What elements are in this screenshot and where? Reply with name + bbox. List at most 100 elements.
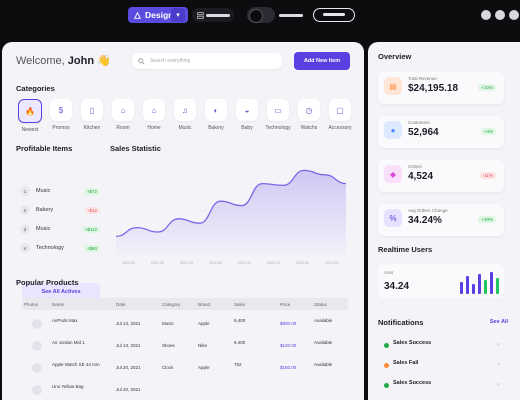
- design-mode-button[interactable]: Design ▾: [128, 7, 188, 23]
- chevron-down-icon[interactable]: ▾: [171, 8, 185, 22]
- overview-label: Avg Orders Change: [408, 208, 448, 213]
- wallet-icon: ▤: [384, 77, 402, 95]
- theme-toggle[interactable]: [247, 7, 275, 23]
- column-header[interactable]: Category: [162, 302, 181, 307]
- toggle-bar: [279, 14, 303, 17]
- wave-icon: 👋: [97, 55, 111, 67]
- stroller-icon: ◒: [236, 99, 258, 121]
- watch-icon: ◷: [298, 99, 320, 121]
- category-room[interactable]: ⌂ Room: [106, 99, 140, 131]
- x-tick-label: 2022-03: [122, 261, 135, 265]
- preview-button[interactable]: [313, 8, 355, 22]
- profitable-title: Profitable Items: [16, 144, 73, 153]
- overview-card[interactable]: % Avg Orders Change 34.24% +30%: [378, 204, 504, 236]
- change-badge: +$112: [81, 225, 100, 233]
- column-header[interactable]: Status: [314, 302, 327, 307]
- category-label: Newest: [21, 127, 39, 133]
- realtime-bar: [484, 280, 487, 294]
- layers-bar: [206, 13, 230, 17]
- category-music[interactable]: ♫ Music: [168, 99, 202, 131]
- realtime-bar: [490, 272, 493, 294]
- table-row[interactable]: Air Jordan Mid 1 Jul 13, 2021 Shoes Nike…: [22, 338, 348, 356]
- x-tick-label: 2022-03: [325, 261, 338, 265]
- notifications-title: Notifications: [378, 318, 424, 327]
- realtime-bar: [478, 274, 481, 294]
- overview-label: Customers: [408, 120, 430, 125]
- product-date: Jul 20, 2021: [116, 387, 141, 392]
- column-header[interactable]: Brand: [198, 302, 211, 307]
- user-name: John: [67, 55, 95, 67]
- category-label: Baby: [241, 125, 253, 131]
- status-dot: [384, 383, 389, 388]
- dashboard-main: Welcome, John 👋 Search everything Add Ne…: [2, 42, 364, 400]
- close-icon[interactable]: ×: [497, 382, 500, 388]
- monitor-icon: ▢: [329, 99, 351, 121]
- table-header: Photos Name Date Category Brand Sales Price Sta…: [22, 298, 348, 310]
- rank-badge: 3: [20, 224, 30, 234]
- close-icon[interactable]: ×: [497, 362, 500, 368]
- see-all-notifications-link[interactable]: See All: [489, 319, 508, 325]
- rank-badge: 4: [20, 243, 30, 253]
- notification-title: Sales Fail: [393, 360, 419, 366]
- table-row[interactable]: Apple Watch SE 44 mm Jul 20, 2021 Clock …: [22, 360, 348, 378]
- column-header[interactable]: Name: [52, 302, 65, 307]
- design-icon: [134, 11, 141, 19]
- see-all-actives-button[interactable]: See All Actives: [22, 283, 100, 301]
- sales-chart[interactable]: 2022-03 2022-03 2022-03 2022-03 2022-03 2022-…: [108, 158, 352, 272]
- window-dot[interactable]: [481, 10, 491, 20]
- category-label: Room: [116, 125, 130, 131]
- column-header[interactable]: Photos: [24, 302, 39, 307]
- sofa-icon: ⌂: [112, 99, 134, 121]
- product-brand: Apple: [198, 321, 210, 326]
- category-kitchen[interactable]: ▯ Kitchen: [75, 99, 109, 131]
- product-price: $150.00: [280, 365, 297, 370]
- category-watchs[interactable]: ◷ Watchs: [292, 99, 326, 131]
- product-category: Music: [162, 321, 174, 326]
- product-price: $900.00: [280, 321, 297, 326]
- profitable-item[interactable]: 3 Music +$112: [20, 222, 100, 236]
- column-header[interactable]: Price: [280, 302, 291, 307]
- window-dot[interactable]: [509, 10, 519, 20]
- column-header[interactable]: Date: [116, 302, 126, 307]
- category-technology[interactable]: ▭ Technology: [261, 99, 295, 131]
- layers-control[interactable]: [192, 8, 234, 22]
- profitable-item[interactable]: 4 Technology +$80: [20, 241, 100, 255]
- notification-title: Sales Success: [393, 340, 432, 346]
- category-label: Accessory: [328, 125, 352, 131]
- table-row[interactable]: AirPods Max Jul 13, 2021 Music Apple 9,4…: [22, 316, 348, 334]
- sales-area: [116, 170, 346, 254]
- realtime-bar: [466, 276, 469, 294]
- product-price: $120.00: [280, 343, 297, 348]
- category-bakery[interactable]: ◐ Bakery: [199, 99, 233, 131]
- profitable-item-name: Music: [36, 188, 51, 194]
- window-dot[interactable]: [495, 10, 505, 20]
- category-newest[interactable]: 🔥 Newest: [13, 99, 47, 133]
- overview-card[interactable]: ▤ Total Revenue $24,195.18 +10%: [378, 72, 504, 104]
- overview-card[interactable]: ◆ Orders 4,524 -11%: [378, 160, 504, 192]
- product-photo: [32, 341, 42, 351]
- category-home[interactable]: ⌂ Home: [137, 99, 171, 131]
- status-dot: [384, 363, 389, 368]
- table-row[interactable]: Uno Yellow Bag Jul 20, 2021: [22, 382, 348, 400]
- search-bar[interactable]: Search everything: [132, 53, 282, 69]
- category-accessory[interactable]: ▢ Accessory: [323, 99, 357, 131]
- category-promos[interactable]: $ Promos: [44, 99, 78, 131]
- profitable-item[interactable]: 2 Bakery -$12: [20, 203, 100, 217]
- notification-item[interactable]: Sales Success ×: [378, 339, 504, 359]
- add-new-item-button[interactable]: Add New Item: [294, 52, 350, 70]
- category-label: Promos: [52, 125, 70, 131]
- x-tick-label: 2022-03: [209, 261, 222, 265]
- product-name: Apple Watch SE 44 mm: [52, 362, 100, 367]
- overview-card[interactable]: ● Customers 52,964 +4%: [378, 116, 504, 148]
- search-input[interactable]: Search everything: [150, 58, 191, 64]
- profitable-item[interactable]: 1 Music +$72: [20, 184, 100, 198]
- column-header[interactable]: Sales: [234, 302, 246, 307]
- product-brand: Nike: [198, 343, 208, 348]
- category-baby[interactable]: ◒ Baby: [230, 99, 264, 131]
- coin-icon: $: [50, 99, 72, 121]
- notification-item[interactable]: Sales Success ×: [378, 379, 504, 399]
- close-icon[interactable]: ×: [497, 342, 500, 348]
- notification-item[interactable]: Sales Fail ×: [378, 359, 504, 379]
- x-tick-label: 2022-03: [267, 261, 280, 265]
- realtime-users-card: User 34.24: [378, 264, 504, 298]
